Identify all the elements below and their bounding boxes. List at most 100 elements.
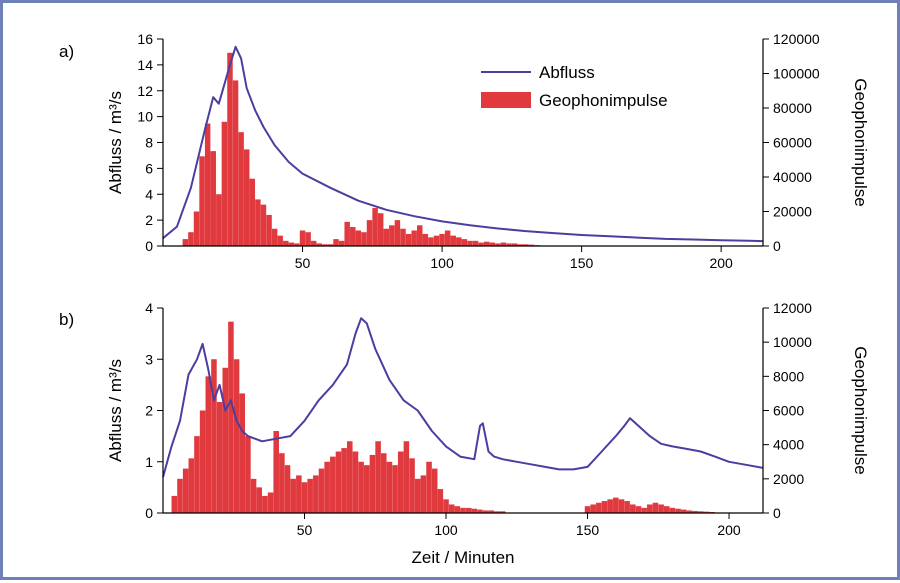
- geophon-bar: [456, 237, 462, 246]
- geophon-bar: [307, 478, 313, 513]
- geophon-bar: [467, 240, 473, 246]
- geophon-bar: [472, 240, 479, 246]
- geophon-bar: [255, 199, 261, 246]
- geophon-bar: [232, 80, 239, 247]
- geophon-bar: [313, 475, 319, 513]
- geophon-bar: [177, 478, 183, 513]
- right-tick-label: 60000: [773, 135, 812, 151]
- geophon-bar: [199, 156, 205, 246]
- x-axis-title: Zeit / Minuten: [412, 548, 515, 567]
- geophon-bar: [664, 506, 670, 513]
- geophon-bar: [273, 431, 279, 513]
- geophon-bar: [358, 461, 364, 513]
- geophon-bar: [288, 242, 295, 246]
- geophon-bar: [448, 504, 455, 513]
- geophon-bar: [262, 495, 268, 513]
- abfluss-line: [162, 317, 764, 478]
- geophon-bar: [355, 230, 362, 246]
- geophon-bar: [194, 436, 200, 513]
- geophon-bar: [301, 482, 308, 513]
- geophon-bar: [417, 225, 423, 246]
- geophon-bar: [324, 461, 330, 513]
- geophon-bar: [347, 441, 353, 513]
- left-tick-label: 0: [145, 238, 153, 254]
- geophon-bar: [478, 242, 484, 246]
- geophon-bar: [528, 244, 535, 246]
- geophon-bar: [290, 478, 296, 513]
- geophon-bar: [341, 448, 347, 513]
- geophon-bar: [483, 241, 490, 246]
- geophon-bar: [338, 240, 345, 246]
- geophon-bar: [477, 509, 483, 513]
- right-tick-label: 100000: [773, 66, 820, 82]
- geophon-bar: [703, 511, 710, 513]
- left-tick-label: 0: [145, 505, 153, 521]
- geophon-bar: [460, 507, 466, 513]
- x-tick-label: 50: [295, 255, 311, 271]
- geophon-bar: [392, 465, 398, 513]
- geophon-bar: [389, 225, 395, 246]
- geophon-bar: [652, 502, 659, 513]
- geophon-bars: [182, 52, 540, 247]
- geophon-bar: [245, 436, 251, 513]
- geophon-bar: [221, 121, 228, 246]
- geophon-bar: [260, 204, 267, 246]
- x-tick-label: 200: [717, 522, 741, 538]
- geophon-bar: [450, 235, 456, 246]
- geophon-bar: [327, 244, 334, 246]
- geophon-bar: [277, 235, 283, 246]
- abfluss-line: [162, 45, 764, 243]
- geophon-bar: [322, 244, 328, 246]
- geophon-bar: [433, 235, 440, 246]
- panel-label: b): [59, 310, 74, 329]
- right-tick-label: 4000: [773, 437, 804, 453]
- panel-a: 0 2 4 6 8 10 12 14 16 0 20000 40000 60000 80000 100000…: [59, 31, 870, 271]
- geophon-bar: [461, 239, 468, 246]
- geophon-bar: [422, 233, 429, 246]
- right-tick-label: 8000: [773, 368, 804, 384]
- geophon-bar: [517, 244, 523, 246]
- geophon-bar: [658, 504, 664, 513]
- geophon-bar: [188, 458, 195, 513]
- right-tick-label: 120000: [773, 31, 820, 47]
- legend: Abfluss Geophonimpulse: [481, 63, 668, 110]
- geophon-bar: [372, 208, 378, 246]
- geophon-bar: [333, 239, 339, 246]
- geophon-bar: [635, 506, 642, 513]
- geophon-bar: [171, 495, 178, 513]
- geophon-bar: [495, 243, 501, 246]
- geophon-bar: [482, 510, 489, 513]
- geophon-bar: [489, 242, 496, 246]
- geophon-bar: [284, 465, 291, 513]
- geophon-bar: [380, 453, 387, 513]
- left-tick-label: 2: [145, 403, 153, 419]
- geophon-bar: [386, 461, 393, 513]
- geophon-bar: [369, 454, 376, 513]
- geophon-bar: [344, 221, 350, 246]
- geophon-bar: [465, 507, 472, 513]
- right-axis-title: Geophonimpulse: [851, 78, 870, 207]
- geophon-bar: [411, 230, 417, 246]
- x-tick-label: 150: [576, 522, 600, 538]
- left-tick-label: 4: [145, 186, 153, 202]
- left-tick-label: 10: [137, 109, 153, 125]
- left-tick-label: 3: [145, 351, 153, 367]
- geophon-bar: [271, 228, 278, 246]
- geophon-bar: [243, 149, 250, 246]
- legend-label-abfluss: Abfluss: [539, 63, 595, 82]
- left-tick-label: 1: [145, 454, 153, 470]
- geophon-bar: [439, 233, 445, 246]
- geophon-bar: [210, 151, 216, 246]
- geophon-bar: [584, 506, 591, 513]
- x-tick-label: 50: [297, 522, 313, 538]
- left-tick-label: 8: [145, 135, 153, 151]
- geophon-bar: [228, 321, 234, 513]
- geophon-bar: [409, 458, 415, 513]
- geophon-bar: [494, 511, 500, 513]
- geophon-bar: [211, 359, 217, 513]
- right-tick-label: 12000: [773, 300, 812, 316]
- geophon-bar: [506, 243, 512, 246]
- geophon-bar: [296, 475, 302, 513]
- geophon-bar: [350, 227, 356, 246]
